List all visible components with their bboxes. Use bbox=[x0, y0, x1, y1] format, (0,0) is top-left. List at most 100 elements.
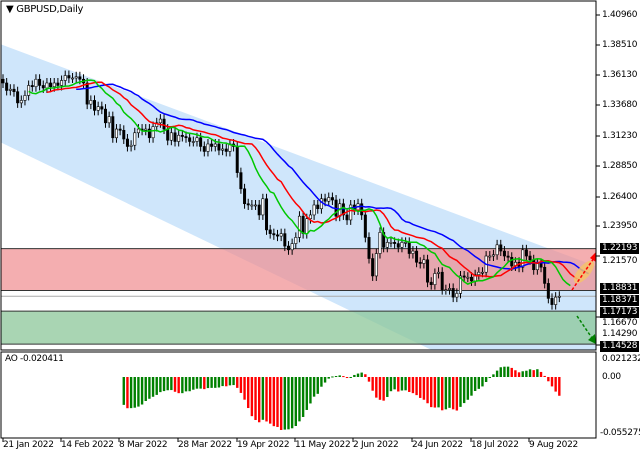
ao-bar bbox=[170, 377, 173, 391]
ao-bar bbox=[155, 377, 158, 395]
ao-bar bbox=[221, 377, 224, 387]
ao-bar bbox=[126, 377, 129, 409]
candle-body bbox=[323, 198, 327, 202]
ao-bar bbox=[426, 377, 429, 404]
ao-bar bbox=[276, 377, 279, 427]
candle-body bbox=[363, 214, 367, 238]
candle-body bbox=[557, 295, 561, 298]
candle-body bbox=[52, 82, 56, 88]
ao-bar bbox=[433, 377, 437, 408]
dropdown-triangle-icon[interactable]: ▼ bbox=[6, 4, 14, 15]
ao-bar bbox=[525, 370, 528, 377]
ao-pane-frame bbox=[0, 351, 597, 439]
ao-bar bbox=[309, 377, 312, 404]
date-tick: 9 Aug 2022 bbox=[529, 440, 578, 450]
ao-bar bbox=[550, 377, 554, 387]
ao-bar bbox=[283, 377, 287, 430]
ao-bar bbox=[404, 377, 407, 391]
candle-body bbox=[30, 85, 34, 88]
ao-pane bbox=[122, 366, 561, 431]
candle-body bbox=[114, 128, 118, 139]
price-tick: 1.36130 bbox=[602, 70, 638, 80]
candle-body bbox=[400, 242, 404, 248]
ao-bar bbox=[400, 377, 404, 391]
ao-bar bbox=[162, 377, 166, 392]
ao-bar bbox=[459, 377, 462, 407]
candle-body bbox=[93, 100, 97, 111]
ao-bar bbox=[214, 377, 217, 388]
candle-body bbox=[5, 82, 9, 91]
candle-body bbox=[1, 78, 5, 84]
candle-body bbox=[191, 141, 195, 143]
alligator-teeth-line bbox=[46, 81, 579, 280]
candle-body bbox=[254, 204, 258, 207]
candle-body bbox=[111, 116, 115, 139]
date-tick: 28 Mar 2022 bbox=[178, 440, 232, 450]
candle-body bbox=[246, 203, 250, 206]
candle-body bbox=[45, 82, 49, 89]
candle-body bbox=[122, 129, 126, 140]
candle-body bbox=[8, 88, 12, 91]
ao-bar bbox=[378, 377, 382, 400]
ao-bar bbox=[334, 376, 338, 378]
ao-bar bbox=[287, 377, 290, 430]
candle-body bbox=[27, 85, 31, 96]
ao-bar bbox=[177, 377, 180, 394]
candle-body bbox=[283, 233, 287, 247]
candle-body bbox=[378, 232, 382, 254]
candle-body bbox=[535, 263, 539, 271]
price-tick: 1.40960 bbox=[602, 10, 638, 20]
ao-bar bbox=[506, 366, 510, 377]
price-tick: 1.38510 bbox=[602, 40, 638, 50]
candle-body bbox=[177, 134, 181, 142]
price-tick: 1.23950 bbox=[602, 221, 638, 231]
candle-body bbox=[85, 82, 89, 105]
ao-bar bbox=[247, 377, 250, 409]
ao-bar bbox=[342, 376, 345, 378]
candle-body bbox=[63, 75, 67, 81]
candle-body bbox=[437, 271, 441, 274]
symbol-title[interactable]: ▼ GBPUSD,Daily bbox=[6, 4, 83, 15]
ao-bar bbox=[353, 374, 356, 377]
candle-body bbox=[49, 82, 53, 88]
candle-body bbox=[385, 242, 389, 248]
candle-body bbox=[429, 281, 433, 285]
candle-body bbox=[41, 85, 45, 89]
price-tick: 1.14290 bbox=[602, 329, 638, 339]
candle-body bbox=[458, 275, 462, 294]
ao-bar bbox=[195, 377, 199, 389]
ao-bar bbox=[455, 377, 459, 411]
candle-body bbox=[188, 137, 192, 142]
ao-bar bbox=[316, 377, 319, 394]
candle-body bbox=[89, 100, 93, 105]
ao-label: AO -0.020411 bbox=[5, 354, 64, 364]
candle-body bbox=[448, 288, 452, 290]
candle-body bbox=[16, 91, 20, 104]
candle-body bbox=[444, 289, 448, 291]
candle-body bbox=[144, 128, 148, 131]
ao-bar bbox=[327, 377, 330, 379]
ao-bar bbox=[228, 377, 232, 386]
ao-bar bbox=[430, 377, 433, 408]
alligator-lips-line bbox=[28, 79, 571, 287]
candle-body bbox=[495, 244, 499, 256]
candle-body bbox=[554, 296, 558, 305]
candle-body bbox=[389, 242, 393, 244]
ao-bar bbox=[261, 377, 265, 420]
price-tick: 1.33680 bbox=[602, 100, 638, 110]
candle-body bbox=[60, 80, 64, 86]
ao-bar bbox=[484, 377, 488, 382]
candle-body bbox=[184, 136, 188, 139]
ao-bar bbox=[499, 367, 502, 377]
ao-bar bbox=[397, 377, 400, 392]
candle-body bbox=[415, 250, 419, 263]
price-tick: 1.26400 bbox=[602, 192, 638, 202]
candle-body bbox=[169, 132, 173, 141]
candle-body bbox=[158, 118, 162, 124]
candle-body bbox=[440, 271, 444, 290]
candle-body bbox=[100, 106, 104, 110]
candle-body bbox=[286, 245, 290, 251]
ao-bar bbox=[543, 375, 546, 377]
ao-bar bbox=[532, 370, 535, 377]
